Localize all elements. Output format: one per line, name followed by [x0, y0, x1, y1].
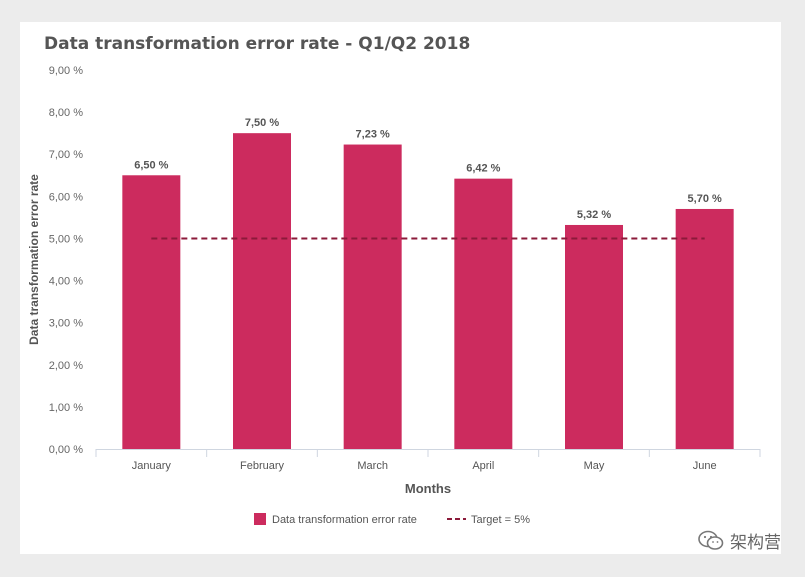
y-tick-label: 1,00 % — [49, 402, 83, 414]
y-tick-label: 6,00 % — [49, 191, 83, 203]
y-tick-label: 8,00 % — [49, 107, 83, 119]
legend-label-bars: Data transformation error rate — [272, 514, 417, 526]
y-tick-label: 3,00 % — [49, 318, 83, 330]
bar-april — [454, 178, 513, 449]
x-tick-label: February — [240, 460, 285, 472]
y-tick-label: 5,00 % — [49, 233, 83, 245]
bar-chart: 0,00 % 1,00 % 2,00 % 3,00 % 4,00 % 5,00 % 6,00… — [27, 65, 761, 526]
bar-value-label: 5,32 % — [577, 209, 611, 221]
y-tick-label: 4,00 % — [49, 276, 83, 288]
x-tick-label: March — [357, 460, 388, 472]
bar-may — [565, 224, 623, 449]
y-axis-title: Data transformation error rate — [27, 174, 41, 345]
x-tick-label: April — [472, 460, 494, 472]
wechat-icon — [698, 530, 724, 550]
bar-value-label: 6,42 % — [466, 163, 500, 175]
watermark: 架构营 — [698, 528, 781, 553]
bar-february — [233, 133, 291, 449]
legend-swatch-bars — [254, 513, 266, 525]
y-tick-label: 0,00 % — [49, 444, 83, 456]
x-tick-label: June — [693, 460, 717, 472]
chart-card: Data transformation error rate - Q1/Q2 2… — [20, 22, 781, 554]
legend-label-target: Target = 5% — [471, 514, 530, 526]
chart-title: Data transformation error rate - Q1/Q2 2… — [44, 34, 471, 54]
bar-value-label: 6,50 % — [134, 159, 168, 171]
bar-value-label: 7,50 % — [245, 117, 279, 129]
x-axis-title: Months — [405, 481, 451, 496]
bar-january — [122, 175, 181, 449]
bar-june — [675, 208, 734, 449]
x-tick-label: January — [132, 460, 172, 472]
y-tick-label: 9,00 % — [49, 65, 83, 77]
watermark-text: 架构营 — [730, 533, 781, 553]
y-tick-label: 7,00 % — [49, 149, 83, 161]
bar-march — [343, 144, 402, 449]
bar-value-label: 7,23 % — [356, 129, 390, 141]
y-tick-label: 2,00 % — [49, 360, 83, 372]
bar-value-label: 5,70 % — [688, 193, 722, 205]
x-tick-label: May — [584, 460, 605, 472]
